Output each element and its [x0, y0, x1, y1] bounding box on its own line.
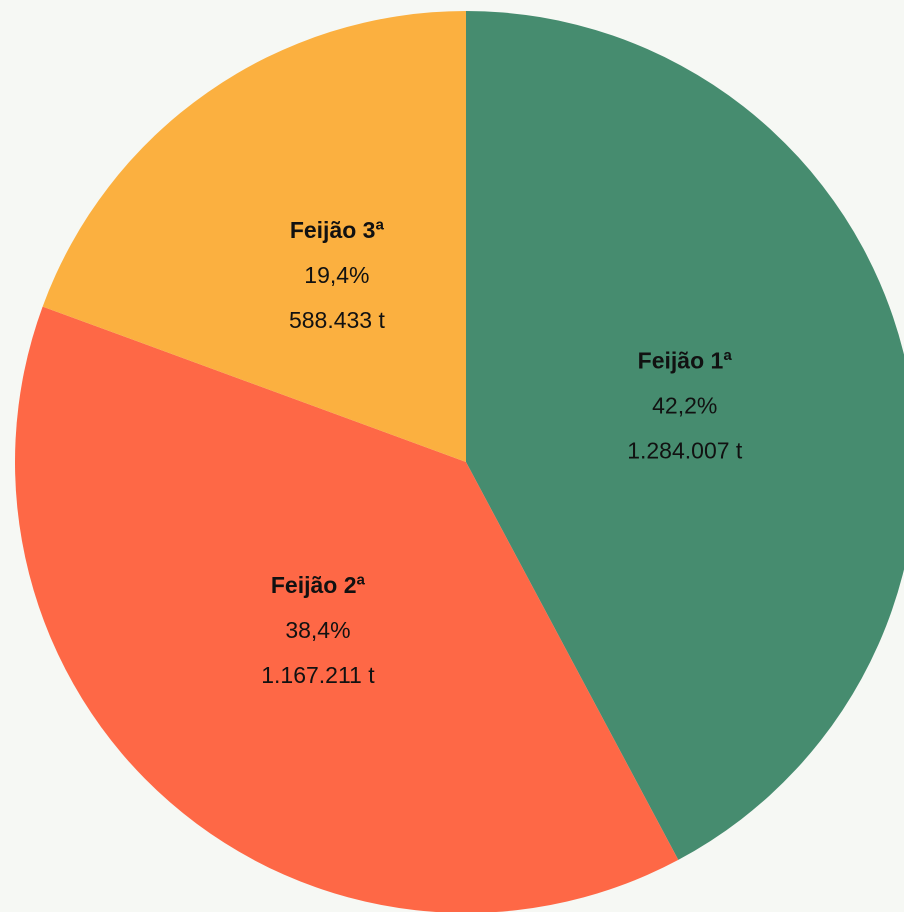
slice-percent: 19,4%: [304, 262, 369, 288]
slice-name: Feijão 3ª: [290, 217, 385, 243]
slice-amount: 1.284.007 t: [627, 437, 743, 463]
slice-amount: 1.167.211 t: [261, 662, 375, 688]
slice-percent: 42,2%: [652, 392, 717, 418]
slice-name: Feijão 2ª: [271, 572, 366, 598]
pie-slice: [466, 11, 904, 860]
pie-slice: [15, 306, 679, 912]
slice-amount: 588.433 t: [289, 307, 386, 333]
slice-name: Feijão 1ª: [638, 347, 733, 373]
slice-percent: 38,4%: [285, 617, 350, 643]
pie-slice: [42, 11, 466, 462]
